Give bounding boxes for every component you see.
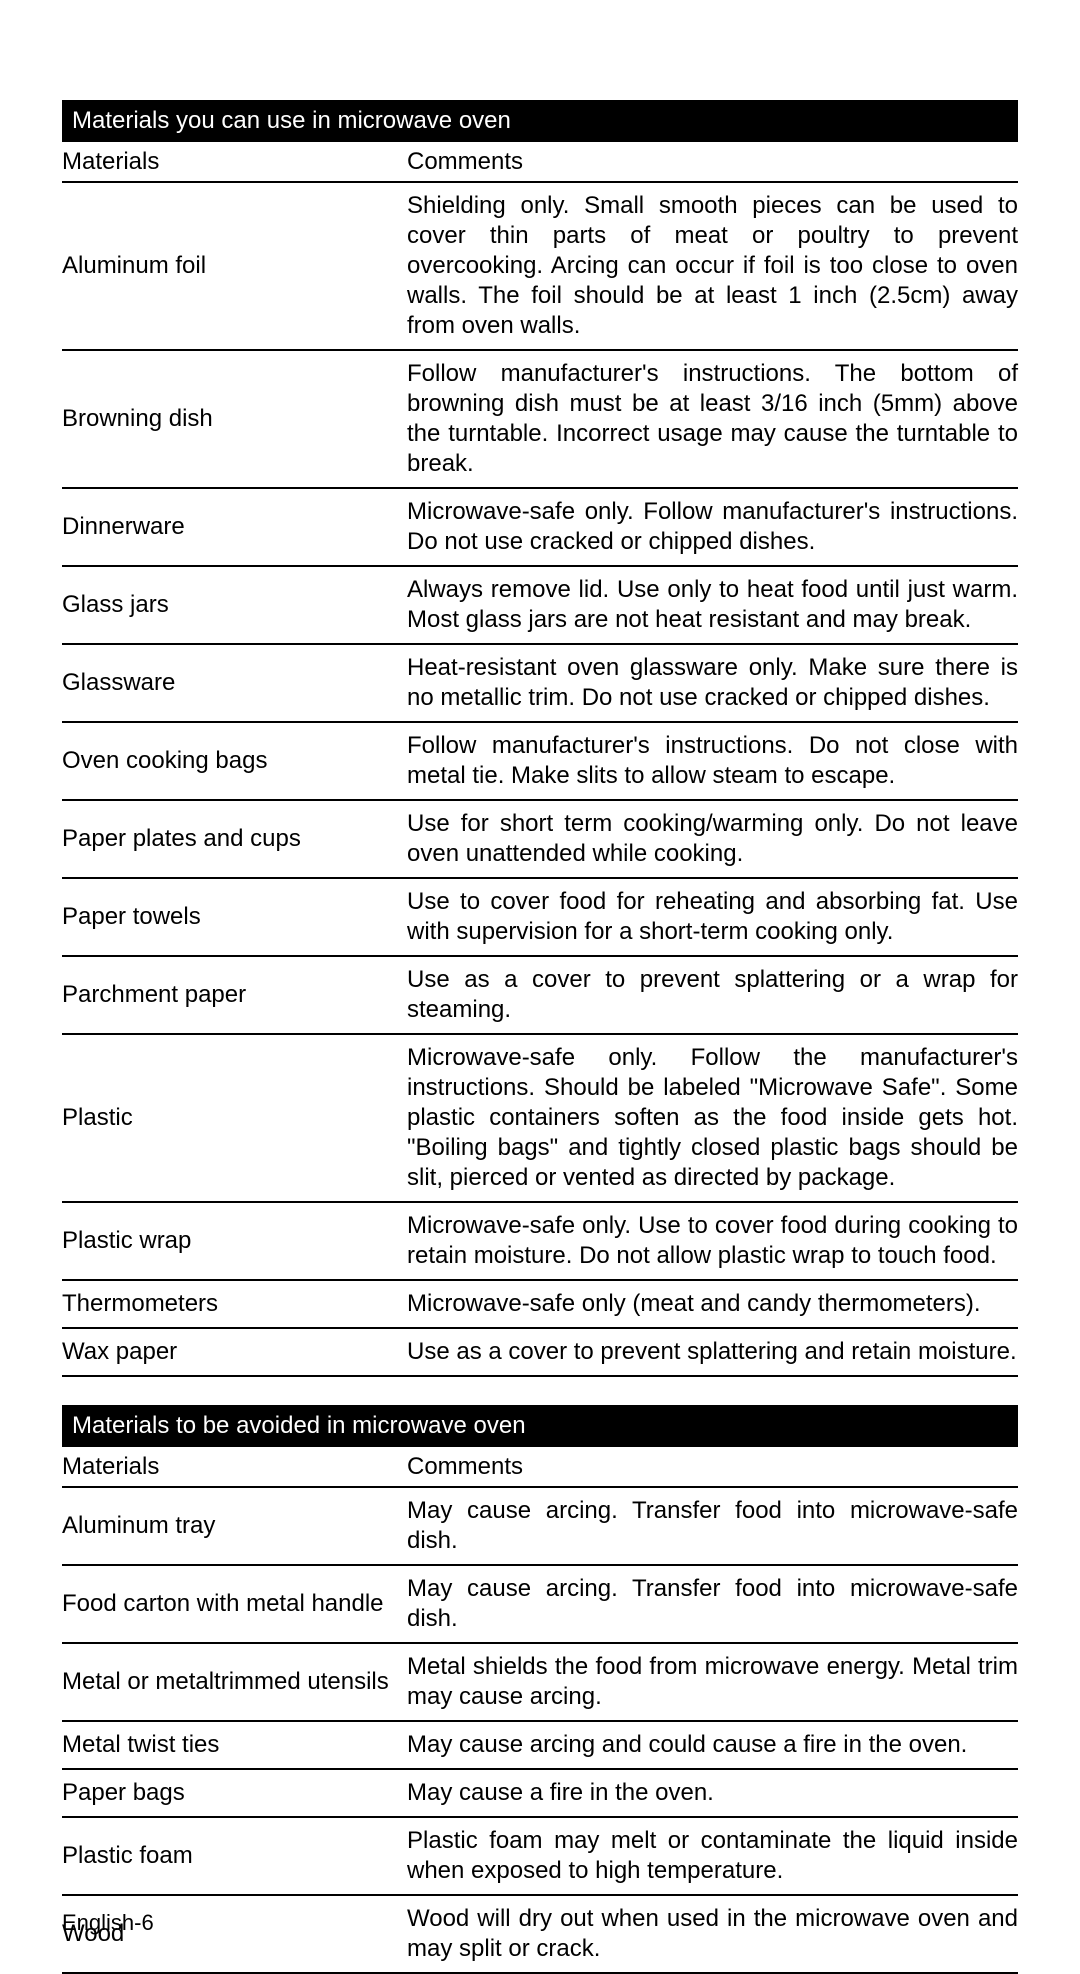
cell-comment: May cause arcing. Transfer food into mic…	[407, 1487, 1018, 1565]
table-row: GlasswareHeat-resistant oven glassware o…	[62, 644, 1018, 722]
cell-comment: Follow manufacturer's instructions. The …	[407, 350, 1018, 488]
col-header-materials: Materials	[62, 142, 407, 182]
cell-comment: Use as a cover to prevent splattering an…	[407, 1328, 1018, 1376]
table-row: WoodWood will dry out when used in the m…	[62, 1895, 1018, 1973]
section-use-title: Materials you can use in microwave oven	[62, 100, 1018, 142]
table-header-row: Materials Comments	[62, 142, 1018, 182]
cell-material: Glass jars	[62, 566, 407, 644]
table-row: ThermometersMicrowave-safe only (meat an…	[62, 1280, 1018, 1328]
cell-comment: May cause arcing and could cause a fire …	[407, 1721, 1018, 1769]
cell-material: Dinnerware	[62, 488, 407, 566]
cell-material: Wax paper	[62, 1328, 407, 1376]
col-header-comments: Comments	[407, 142, 1018, 182]
cell-comment: May cause a fire in the oven.	[407, 1769, 1018, 1817]
table-avoid: Materials Comments Aluminum trayMay caus…	[62, 1447, 1018, 1974]
table-row: Parchment paperUse as a cover to prevent…	[62, 956, 1018, 1034]
cell-comment: Follow manufacturer's instructions. Do n…	[407, 722, 1018, 800]
cell-comment: Always remove lid. Use only to heat food…	[407, 566, 1018, 644]
cell-comment: Plastic foam may melt or contaminate the…	[407, 1817, 1018, 1895]
cell-material: Glassware	[62, 644, 407, 722]
table-row: Paper bagsMay cause a fire in the oven.	[62, 1769, 1018, 1817]
cell-comment: Microwave-safe only. Use to cover food d…	[407, 1202, 1018, 1280]
cell-material: Oven cooking bags	[62, 722, 407, 800]
cell-material: Thermometers	[62, 1280, 407, 1328]
table-row: DinnerwareMicrowave-safe only. Follow ma…	[62, 488, 1018, 566]
section-avoid-title: Materials to be avoided in microwave ove…	[62, 1405, 1018, 1447]
cell-material: Parchment paper	[62, 956, 407, 1034]
cell-material: Plastic foam	[62, 1817, 407, 1895]
table-row: Oven cooking bagsFollow manufacturer's i…	[62, 722, 1018, 800]
table-row: PlasticMicrowave-safe only. Follow the m…	[62, 1034, 1018, 1202]
table-row: Glass jarsAlways remove lid. Use only to…	[62, 566, 1018, 644]
cell-comment: Microwave-safe only. Follow the manufact…	[407, 1034, 1018, 1202]
table-row: Plastic foamPlastic foam may melt or con…	[62, 1817, 1018, 1895]
cell-material: Aluminum tray	[62, 1487, 407, 1565]
cell-material: Plastic	[62, 1034, 407, 1202]
cell-material: Plastic wrap	[62, 1202, 407, 1280]
table-use: Materials Comments Aluminum foilShieldin…	[62, 142, 1018, 1377]
cell-comment: Use to cover food for reheating and abso…	[407, 878, 1018, 956]
cell-comment: Microwave-safe only (meat and candy ther…	[407, 1280, 1018, 1328]
table-header-row: Materials Comments	[62, 1447, 1018, 1487]
cell-material: Browning dish	[62, 350, 407, 488]
table-row: Wax paperUse as a cover to prevent splat…	[62, 1328, 1018, 1376]
col-header-materials: Materials	[62, 1447, 407, 1487]
col-header-comments: Comments	[407, 1447, 1018, 1487]
cell-material: Paper towels	[62, 878, 407, 956]
cell-material: Metal twist ties	[62, 1721, 407, 1769]
table-row: Browning dishFollow manufacturer's instr…	[62, 350, 1018, 488]
cell-material: Paper bags	[62, 1769, 407, 1817]
cell-comment: Metal shields the food from microwave en…	[407, 1643, 1018, 1721]
cell-comment: Use for short term cooking/warming only.…	[407, 800, 1018, 878]
table-row: Aluminum trayMay cause arcing. Transfer …	[62, 1487, 1018, 1565]
cell-comment: Shielding only. Small smooth pieces can …	[407, 182, 1018, 350]
cell-material: Metal or metaltrimmed utensils	[62, 1643, 407, 1721]
table-row: Metal or metaltrimmed utensilsMetal shie…	[62, 1643, 1018, 1721]
cell-comment: Microwave-safe only. Follow manufacturer…	[407, 488, 1018, 566]
table-row: Paper plates and cupsUse for short term …	[62, 800, 1018, 878]
cell-material: Aluminum foil	[62, 182, 407, 350]
table-row: Aluminum foilShielding only. Small smoot…	[62, 182, 1018, 350]
cell-comment: Use as a cover to prevent splattering or…	[407, 956, 1018, 1034]
cell-comment: Wood will dry out when used in the micro…	[407, 1895, 1018, 1973]
table-row: Metal twist tiesMay cause arcing and cou…	[62, 1721, 1018, 1769]
page-footer: English-6	[62, 1910, 154, 1936]
cell-material: Food carton with metal handle	[62, 1565, 407, 1643]
section-gap	[62, 1377, 1018, 1405]
cell-comment: May cause arcing. Transfer food into mic…	[407, 1565, 1018, 1643]
table-row: Food carton with metal handleMay cause a…	[62, 1565, 1018, 1643]
cell-comment: Heat-resistant oven glassware only. Make…	[407, 644, 1018, 722]
table-row: Paper towelsUse to cover food for reheat…	[62, 878, 1018, 956]
page: Materials you can use in microwave oven …	[0, 0, 1080, 1974]
cell-material: Paper plates and cups	[62, 800, 407, 878]
table-row: Plastic wrapMicrowave-safe only. Use to …	[62, 1202, 1018, 1280]
